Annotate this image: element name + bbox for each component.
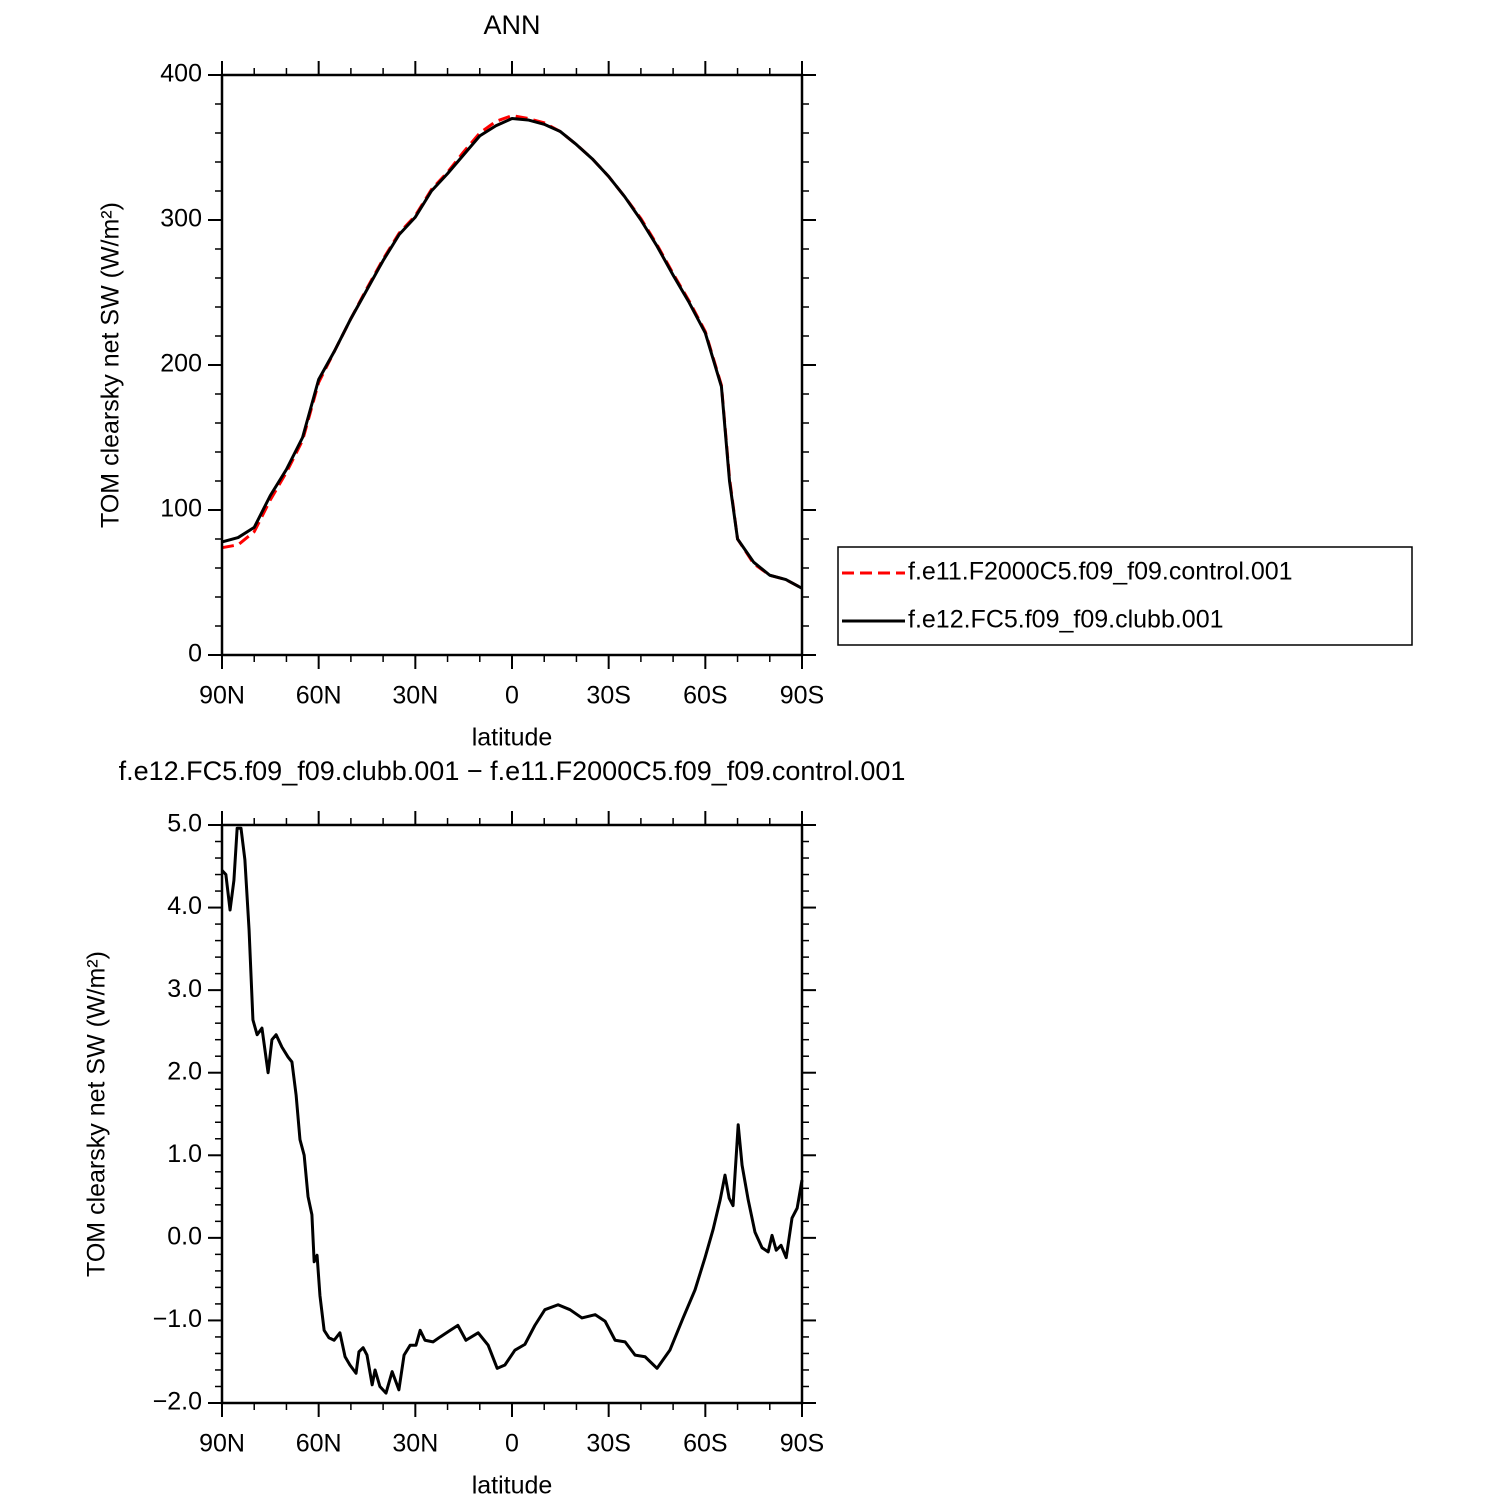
chart-title: f.e12.FC5.f09_f09.clubb.001 − f.e11.F200… — [119, 756, 906, 786]
y-tick-label: 200 — [160, 350, 202, 378]
data-line — [221, 117, 803, 590]
x-tick-label: 30N — [392, 1430, 438, 1458]
y-tick-label: 100 — [160, 495, 202, 523]
x-tick-label: 90S — [780, 1430, 824, 1458]
x-axis-label: latitude — [472, 724, 553, 752]
x-tick-label: 30N — [392, 682, 438, 710]
y-tick-label: 0.0 — [167, 1222, 202, 1250]
legend-label: f.e12.FC5.f09_f09.clubb.001 — [908, 606, 1224, 634]
y-tick-label: −1.0 — [153, 1305, 202, 1333]
data-line — [221, 114, 803, 590]
y-axis-label: TOM clearsky net SW (W/m²) — [83, 951, 111, 1277]
x-axis-label: latitude — [472, 1472, 553, 1500]
data-line — [220, 826, 804, 1395]
legend-label: f.e11.F2000C5.f09_f09.control.001 — [908, 558, 1293, 586]
y-tick-label: 300 — [160, 205, 202, 233]
chart-title: ANN — [483, 10, 540, 40]
x-tick-label: 90N — [199, 1430, 245, 1458]
y-tick-label: 3.0 — [167, 975, 202, 1003]
x-tick-label: 60N — [296, 682, 342, 710]
x-tick-label: 0 — [505, 1430, 519, 1458]
x-tick-label: 60N — [296, 1430, 342, 1458]
plot-frame — [220, 73, 804, 657]
y-tick-label: 5.0 — [167, 810, 202, 838]
y-tick-label: −2.0 — [153, 1388, 202, 1416]
x-tick-label: 90S — [780, 682, 824, 710]
y-tick-label: 0 — [188, 640, 202, 668]
x-tick-label: 90N — [199, 682, 245, 710]
x-tick-label: 60S — [683, 682, 727, 710]
x-tick-label: 30S — [586, 1430, 630, 1458]
y-axis-label: TOM clearsky net SW (W/m²) — [97, 202, 125, 528]
y-tick-label: 400 — [160, 60, 202, 88]
y-tick-label: 4.0 — [167, 892, 202, 920]
x-tick-label: 30S — [586, 682, 630, 710]
legend-box — [837, 546, 1413, 646]
x-tick-label: 0 — [505, 682, 519, 710]
x-tick-label: 60S — [683, 1430, 727, 1458]
y-tick-label: 1.0 — [167, 1140, 202, 1168]
y-tick-label: 2.0 — [167, 1057, 202, 1085]
plot-frame — [220, 823, 804, 1405]
